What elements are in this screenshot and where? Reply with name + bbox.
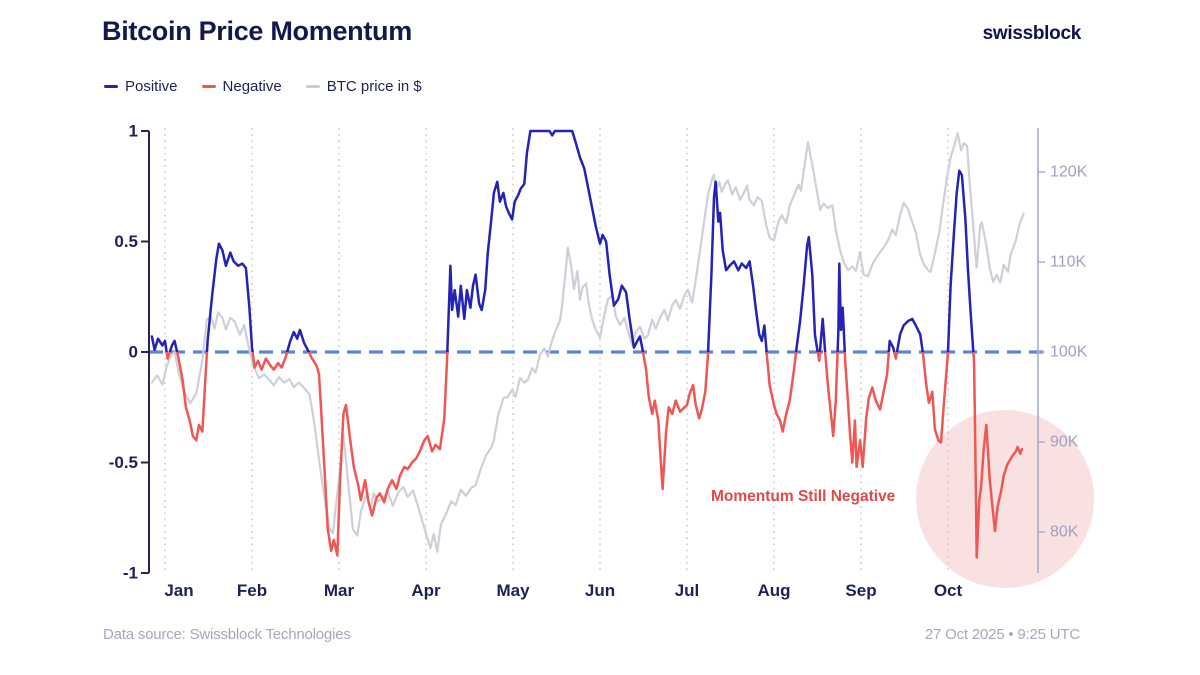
month-label: Jul [675,581,700,600]
right-axis-tick-label: 110K [1050,254,1087,271]
momentum-line-positive [150,129,975,352]
btc-price-line-swatch-icon [305,85,320,88]
month-label: Sep [845,581,876,600]
left-axis-tick-label: 1 [129,122,138,141]
legend: Positive Negative BTC price in $ [104,78,422,95]
left-axis-tick-label: 0 [129,343,138,362]
right-axis-tick-label: 100K [1050,344,1088,361]
legend-label-positive: Positive [125,78,178,95]
brand-logo: swissblock [982,23,1082,44]
positive-line-swatch-icon [104,85,118,88]
btc-price-line [150,132,1025,553]
month-label: Jan [164,581,193,600]
negative-line-swatch-icon [201,85,216,88]
footer: Data source: Swissblock Technologies 27 … [103,626,1080,643]
month-label: Mar [324,581,355,600]
month-label: Oct [934,581,963,600]
left-axis: 1 0.5 0 -0.5 -1 [109,122,150,583]
right-axis: 120K 110K 100K 90K 80K [1037,128,1088,573]
left-axis-tick-label: 0.5 [114,232,138,251]
timestamp-label: 27 Oct 2025 • 9:25 UTC [924,626,1080,643]
month-label: May [496,581,530,600]
left-axis-tick-label: -1 [123,564,138,583]
month-label: Feb [237,581,267,600]
right-axis-tick-label: 90K [1050,434,1079,451]
legend-label-negative: Negative [222,78,282,95]
legend-label-btc-price: BTC price in $ [326,78,422,95]
right-axis-tick-label: 80K [1050,524,1079,541]
month-label: Jun [585,581,615,600]
momentum-line-negative [165,352,1024,559]
legend-item-positive: Positive [104,78,178,95]
month-label: Apr [411,581,441,600]
data-source-label: Data source: Swissblock Technologies [103,626,351,643]
right-axis-tick-label: 120K [1050,164,1088,181]
legend-item-btc-price: BTC price in $ [305,78,422,95]
highlight-circle [916,410,1094,588]
month-label: Aug [757,581,790,600]
page-title: Bitcoin Price Momentum [102,16,412,46]
legend-item-negative: Negative [201,78,282,95]
month-labels: Jan Feb Mar Apr May Jun Jul Aug Sep Oct [164,581,962,600]
annotation-momentum-still-negative: Momentum Still Negative [711,488,896,505]
left-axis-tick-label: -0.5 [109,453,138,472]
